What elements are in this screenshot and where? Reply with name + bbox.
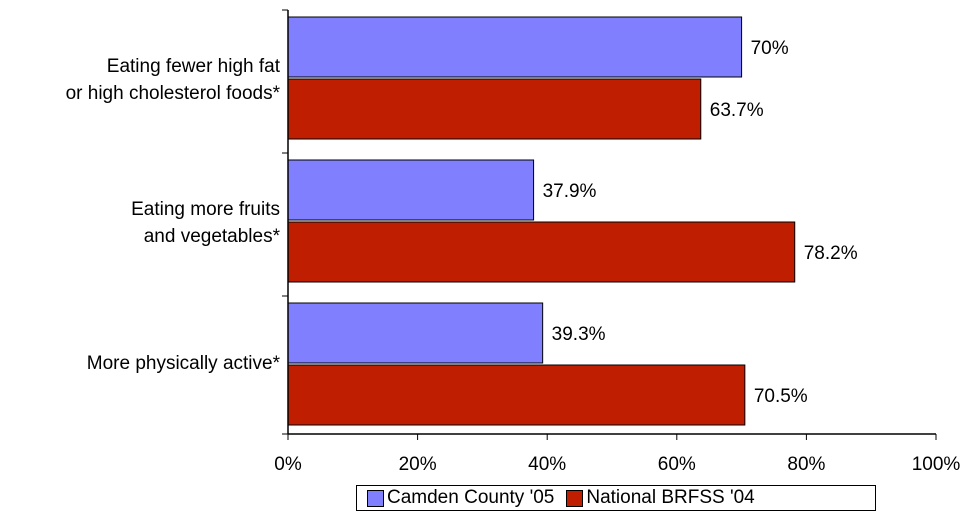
legend-swatch-camden — [367, 489, 384, 507]
category-label-line: Eating more fruits — [131, 199, 280, 220]
category-label-physically-active: More physically active* — [87, 350, 280, 377]
bar-camden-1 — [287, 159, 535, 221]
category-label-line: Eating fewer high fat — [106, 56, 280, 77]
x-tick-label: 60% — [658, 454, 696, 475]
bar-national-0 — [287, 78, 702, 140]
data-label: 37.9% — [543, 181, 597, 202]
legend-label-national: National BRFSS '04 — [586, 487, 755, 508]
category-label-fruits-vegetables: Eating more fruits and vegetables* — [131, 196, 280, 250]
x-tick-label: 0% — [274, 454, 302, 475]
category-label-line: and vegetables* — [143, 226, 280, 247]
x-tick-label: 80% — [787, 454, 825, 475]
legend: Camden County '05 National BRFSS '04 — [356, 485, 876, 511]
category-label-fewer-high-fat: Eating fewer high fat or high cholestero… — [66, 53, 280, 107]
x-tick-label: 20% — [399, 454, 437, 475]
data-label: 39.3% — [552, 324, 606, 345]
data-label: 63.7% — [710, 100, 764, 121]
data-label: 78.2% — [804, 243, 858, 264]
bar-camden-0 — [287, 16, 743, 78]
legend-item-camden: Camden County '05 — [367, 487, 554, 509]
x-tick-label: 40% — [528, 454, 566, 475]
legend-item-national: National BRFSS '04 — [566, 487, 755, 509]
category-label-line: More physically active* — [86, 353, 280, 374]
x-tick-label: 100% — [912, 454, 961, 475]
bar-national-1 — [287, 221, 796, 283]
bar-camden-2 — [287, 302, 544, 364]
bar-national-2 — [287, 364, 746, 426]
legend-swatch-national — [566, 489, 584, 507]
data-label: 70.5% — [754, 386, 808, 407]
category-label-line: or high cholesterol foods* — [65, 83, 280, 104]
legend-label-camden: Camden County '05 — [387, 487, 555, 508]
data-label: 70% — [751, 38, 789, 59]
